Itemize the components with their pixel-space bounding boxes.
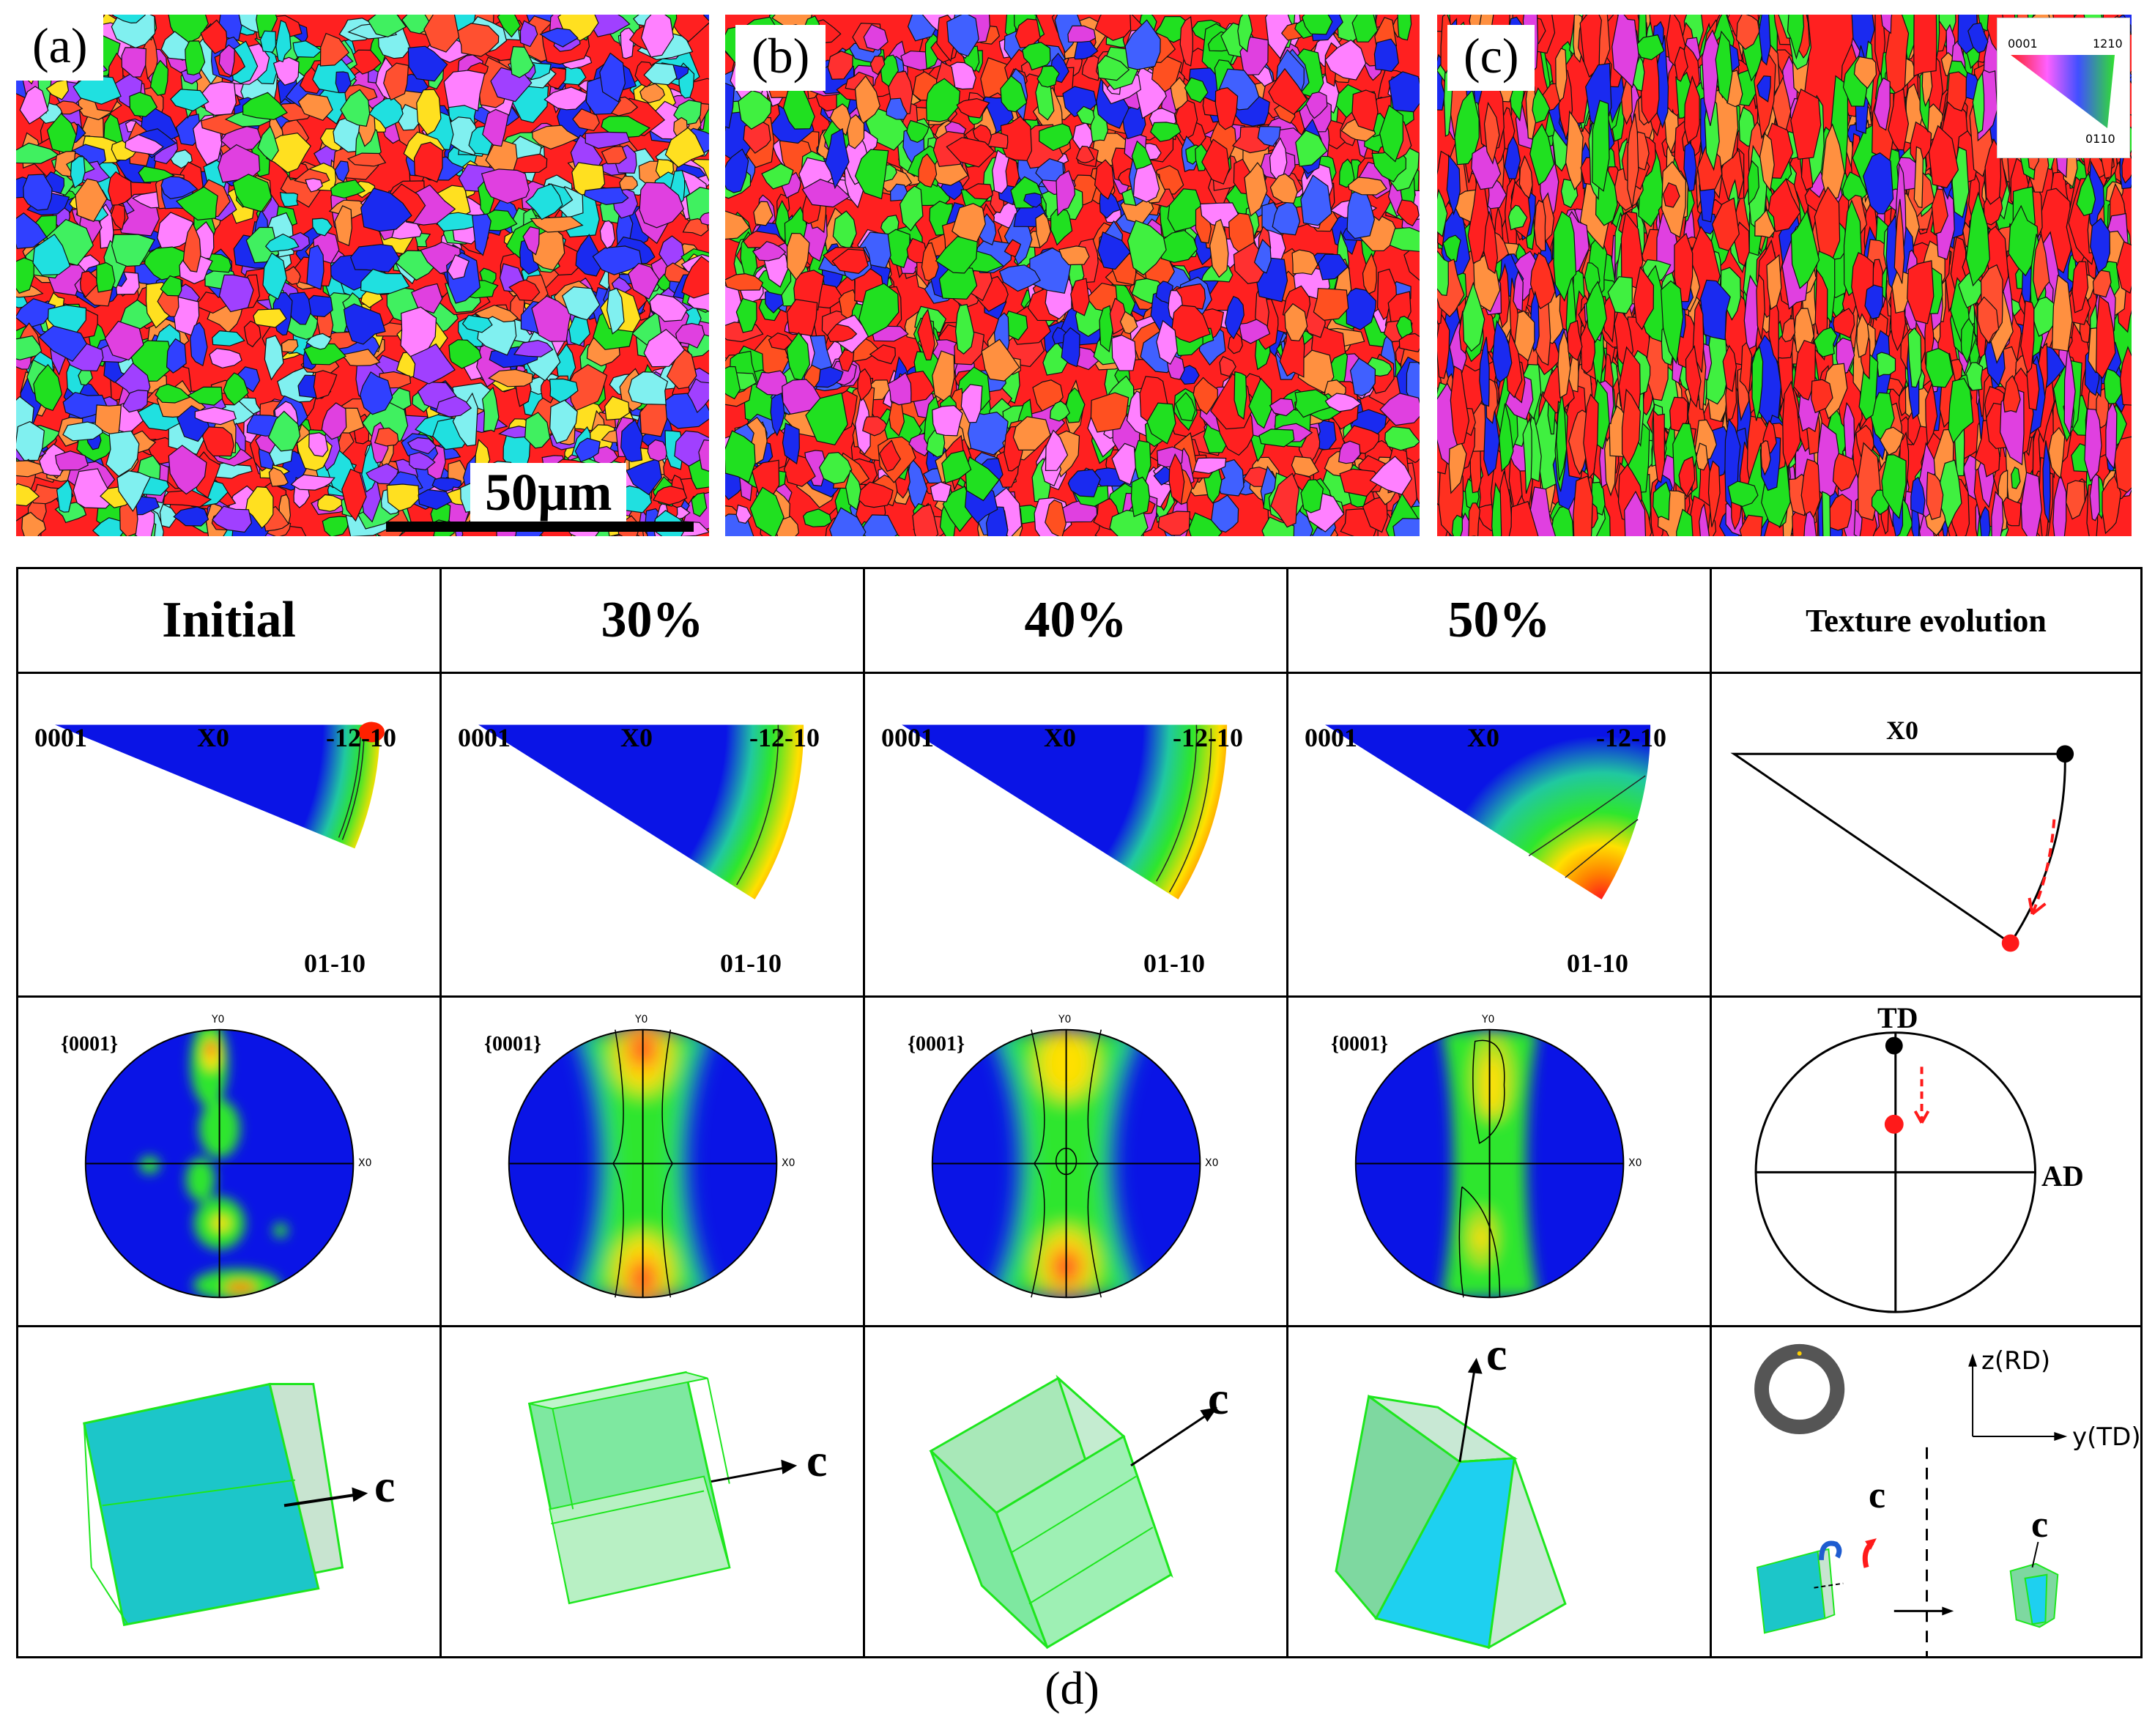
evolution-ipf-cell: X0	[1710, 672, 2143, 998]
ipf-color-legend: 0001 1210 0110	[1997, 18, 2130, 158]
evolution-c-right: c	[2031, 1504, 2049, 1546]
evolution-ipf-diagram	[1730, 745, 2074, 952]
ipf-label-01-10: 01-10	[720, 949, 782, 978]
pf-y-axis: Y0	[1482, 1014, 1495, 1025]
evolution-x0: X0	[1886, 716, 1918, 745]
unit-cell-50: c	[1286, 1325, 1712, 1658]
ipf-cell: 0001 X0 -12-10 01-10	[863, 672, 1288, 998]
inverse-pole-figure	[1325, 724, 1651, 899]
ebsd-map-c: (c) 0001 1210 0110	[1437, 15, 2132, 536]
evolution-pf-cell: TD AD	[1710, 995, 2143, 1327]
ipf-legend-triangle: 0001 1210 0110	[2008, 37, 2123, 146]
ebsd-map-b: (b)	[725, 15, 1420, 536]
legend-top-right: 1210	[2093, 37, 2123, 51]
evolution-z-label: z(RD)	[1981, 1346, 2051, 1376]
pf-label: {0001}	[61, 1033, 119, 1056]
orientation-map-a	[16, 15, 709, 536]
legend-bottom: 0110	[2085, 132, 2115, 146]
ipf-label-01-10: 01-10	[1567, 949, 1628, 978]
pf-label: {0001}	[1331, 1033, 1389, 1056]
hcp-unit-cell	[83, 1382, 368, 1627]
header-40: 40%	[863, 567, 1288, 674]
orientation-map-b	[725, 15, 1420, 536]
pole-figure	[84, 1028, 355, 1299]
ipf-cell: 0001 X0 -12-10 01-10	[16, 672, 442, 998]
panel-label-a: (a)	[16, 15, 104, 81]
ipf-label-x0: X0	[620, 723, 653, 752]
ipf-label-0001: 0001	[881, 723, 934, 752]
pf-y-axis: Y0	[635, 1014, 648, 1025]
ipf-label-0001: 0001	[458, 723, 511, 752]
pf-label: {0001}	[908, 1033, 965, 1056]
inverse-pole-figure	[478, 724, 804, 899]
evolution-y-label: y(TD)	[2072, 1422, 2141, 1452]
c-axis-label: c	[374, 1460, 396, 1512]
panel-label-c: (c)	[1447, 25, 1535, 91]
ipf-label-12-10: -12-10	[326, 723, 396, 752]
ipf-label-x0: X0	[1044, 723, 1076, 752]
pf-x-axis: X0	[782, 1157, 795, 1169]
c-axis-label: c	[1486, 1328, 1507, 1380]
hcp-unit-cell	[527, 1370, 798, 1605]
ipf-label-0001: 0001	[34, 723, 87, 752]
legend-top-left: 0001	[2008, 37, 2038, 51]
evolution-c-left: c	[1869, 1475, 1886, 1516]
pf-cell: {0001} Y0 X0	[1286, 995, 1712, 1327]
c-axis-label: c	[806, 1434, 828, 1486]
evolution-cell-cell: z(RD) y(TD) c c	[1710, 1325, 2143, 1658]
pf-y-axis: Y0	[1058, 1014, 1072, 1025]
unit-cell-initial: c	[16, 1325, 442, 1658]
header-30: 30%	[439, 567, 865, 674]
c-axis-label: c	[1208, 1372, 1229, 1424]
ipf-cell: 0001 X0 -12-10 01-10	[439, 672, 865, 998]
pf-cell: {0001} Y0 X0	[16, 995, 442, 1327]
header-texture-evolution: Texture evolution	[1710, 567, 2143, 674]
inverse-pole-figure	[55, 722, 385, 849]
hcp-unit-cell	[1335, 1357, 1567, 1650]
unit-cell-40: c	[863, 1325, 1288, 1658]
pf-x-axis: X0	[358, 1157, 372, 1169]
ipf-label-01-10: 01-10	[304, 949, 366, 978]
pf-label: {0001}	[484, 1033, 542, 1056]
ipf-cell: 0001 X0 -12-10 01-10	[1286, 672, 1712, 998]
scalebar	[386, 522, 694, 532]
pole-figure	[931, 1028, 1201, 1299]
evolution-unit-cell-diagram	[1754, 1343, 2068, 1656]
pf-cell: {0001} Y0 X0	[439, 995, 865, 1327]
hcp-unit-cell	[929, 1374, 1218, 1650]
evolution-pole-figure-diagram	[1754, 1031, 2036, 1313]
ipf-label-0001: 0001	[1305, 723, 1357, 752]
pf-x-axis: X0	[1628, 1157, 1642, 1169]
evolution-ad: AD	[2041, 1160, 2084, 1192]
scalebar-label: 50µm	[470, 463, 627, 522]
ebsd-map-a: (a) 50µm	[16, 15, 709, 536]
unit-cell-30: c	[439, 1325, 865, 1658]
ipf-label-x0: X0	[1467, 723, 1499, 752]
panel-label-b: (b)	[735, 25, 826, 91]
pole-figure	[1354, 1028, 1625, 1299]
pf-x-axis: X0	[1205, 1157, 1219, 1169]
texture-table: Initial 30% 40% 50% Texture evolution 00…	[16, 567, 2143, 1658]
figure-caption: (d)	[1045, 1662, 1099, 1714]
ipf-label-x0: X0	[197, 723, 229, 752]
header-50: 50%	[1286, 567, 1712, 674]
pf-y-axis: Y0	[212, 1014, 225, 1025]
pole-figure	[508, 1028, 778, 1299]
ipf-label-01-10: 01-10	[1143, 949, 1205, 978]
evolution-td: TD	[1877, 1001, 1918, 1034]
pf-cell: {0001} Y0 X0	[863, 995, 1288, 1327]
header-initial: Initial	[16, 567, 442, 674]
ipf-label-12-10: -12-10	[1596, 723, 1666, 752]
inverse-pole-figure	[902, 724, 1228, 899]
ipf-label-12-10: -12-10	[1173, 723, 1243, 752]
ipf-label-12-10: -12-10	[749, 723, 820, 752]
